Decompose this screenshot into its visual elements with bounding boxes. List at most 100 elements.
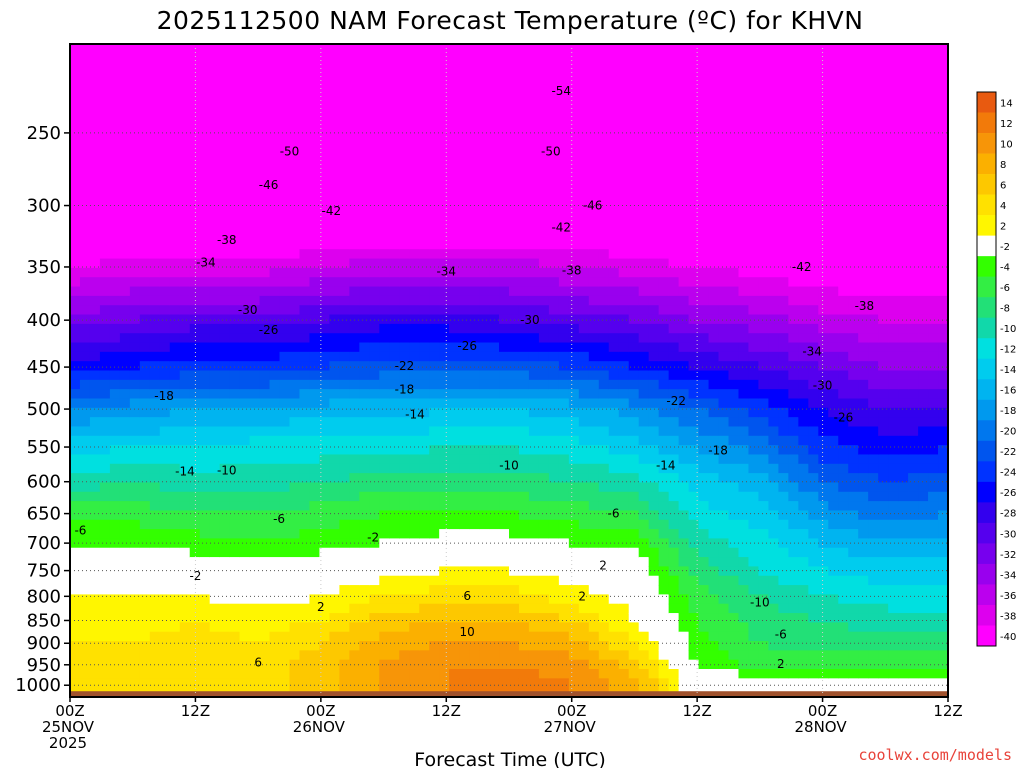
- temperature-cell: [269, 417, 281, 428]
- temperature-cell: [139, 109, 151, 120]
- temperature-cell: [439, 575, 450, 586]
- temperature-cell: [479, 202, 490, 213]
- temperature-cell: [139, 99, 151, 110]
- temperature-cell: [528, 641, 540, 651]
- temperature-cell: [189, 389, 201, 400]
- temperature-cell: [169, 603, 181, 614]
- temperature-cell: [429, 249, 440, 260]
- temperature-cell: [439, 491, 450, 502]
- temperature-cell: [588, 118, 600, 129]
- temperature-cell: [389, 351, 400, 362]
- temperature-cell: [399, 230, 410, 241]
- temperature-cell: [229, 249, 241, 260]
- temperature-cell: [189, 146, 201, 157]
- temperature-cell: [319, 53, 331, 64]
- temperature-cell: [199, 417, 211, 428]
- temperature-cell: [369, 249, 380, 260]
- temperature-cell: [299, 622, 311, 633]
- temperature-cell: [598, 267, 610, 278]
- temperature-cell: [369, 557, 380, 567]
- temperature-cell: [718, 678, 730, 689]
- temperature-cell: [459, 379, 470, 390]
- temperature-cell: [169, 370, 181, 381]
- temperature-cell: [748, 389, 760, 400]
- temperature-cell: [558, 277, 570, 288]
- temperature-cell: [219, 99, 231, 110]
- temperature-cell: [469, 678, 480, 689]
- temperature-cell: [99, 566, 111, 577]
- temperature-cell: [528, 118, 540, 129]
- temperature-cell: [89, 221, 101, 232]
- temperature-cell: [728, 435, 740, 446]
- temperature-cell: [299, 426, 311, 437]
- temperature-cell: [558, 286, 570, 297]
- temperature-cell: [209, 491, 221, 502]
- temperature-cell: [179, 323, 191, 334]
- temperature-cell: [209, 305, 221, 316]
- temperature-cell: [588, 342, 600, 353]
- temperature-cell: [329, 613, 340, 623]
- temperature-cell: [658, 249, 670, 260]
- temperature-cell: [399, 127, 410, 138]
- temperature-cell: [638, 81, 650, 92]
- temperature-cell: [319, 519, 331, 530]
- temperature-cell: [109, 146, 121, 157]
- temperature-cell: [409, 417, 420, 428]
- temperature-cell: [139, 323, 151, 334]
- temperature-cell: [748, 333, 760, 344]
- temperature-cell: [578, 566, 590, 577]
- temperature-cell: [728, 267, 740, 278]
- temperature-cell: [568, 286, 580, 297]
- temperature-cell: [678, 183, 690, 194]
- temperature-cell: [219, 379, 231, 390]
- temperature-cell: [668, 426, 680, 437]
- temperature-cell: [548, 81, 560, 92]
- temperature-cell: [209, 71, 221, 82]
- temperature-cell: [778, 277, 789, 288]
- temperature-cell: [648, 575, 660, 586]
- temperature-cell: [588, 603, 600, 614]
- temperature-cell: [479, 267, 490, 278]
- temperature-cell: [459, 277, 470, 288]
- temperature-cell: [758, 631, 770, 642]
- temperature-cell: [429, 230, 440, 241]
- temperature-cell: [548, 202, 560, 213]
- temperature-cell: [449, 575, 460, 586]
- temperature-cell: [159, 202, 171, 213]
- temperature-cell: [159, 669, 171, 679]
- temperature-cell: [319, 155, 331, 166]
- temperature-cell: [159, 482, 171, 493]
- temperature-cell: [538, 463, 550, 474]
- temperature-cell: [359, 305, 370, 316]
- temperature-cell: [70, 389, 81, 400]
- temperature-cell: [179, 575, 191, 586]
- temperature-cell: [319, 585, 331, 595]
- temperature-cell: [698, 202, 710, 213]
- temperature-cell: [79, 538, 91, 549]
- temperature-cell: [578, 137, 590, 148]
- temperature-cell: [708, 557, 720, 567]
- temperature-cell: [259, 547, 271, 558]
- temperature-cell: [499, 659, 510, 670]
- temperature-cell: [269, 622, 281, 633]
- temperature-cell: [678, 71, 690, 82]
- temperature-cell: [518, 183, 530, 194]
- temperature-cell: [748, 342, 760, 353]
- temperature-cell: [249, 594, 261, 605]
- temperature-cell: [489, 230, 500, 241]
- temperature-cell: [99, 510, 111, 521]
- temperature-cell: [249, 53, 261, 64]
- temperature-cell: [339, 463, 350, 474]
- temperature-cell: [199, 333, 211, 344]
- temperature-cell: [319, 557, 331, 567]
- temperature-cell: [778, 174, 789, 185]
- temperature-cell: [558, 137, 570, 148]
- temperature-cell: [489, 482, 500, 493]
- temperature-cell: [279, 566, 291, 577]
- temperature-cell: [239, 277, 251, 288]
- temperature-cell: [99, 44, 111, 54]
- temperature-cell: [409, 547, 420, 558]
- temperature-cell: [728, 90, 740, 101]
- temperature-cell: [499, 99, 510, 110]
- temperature-cell: [768, 445, 779, 456]
